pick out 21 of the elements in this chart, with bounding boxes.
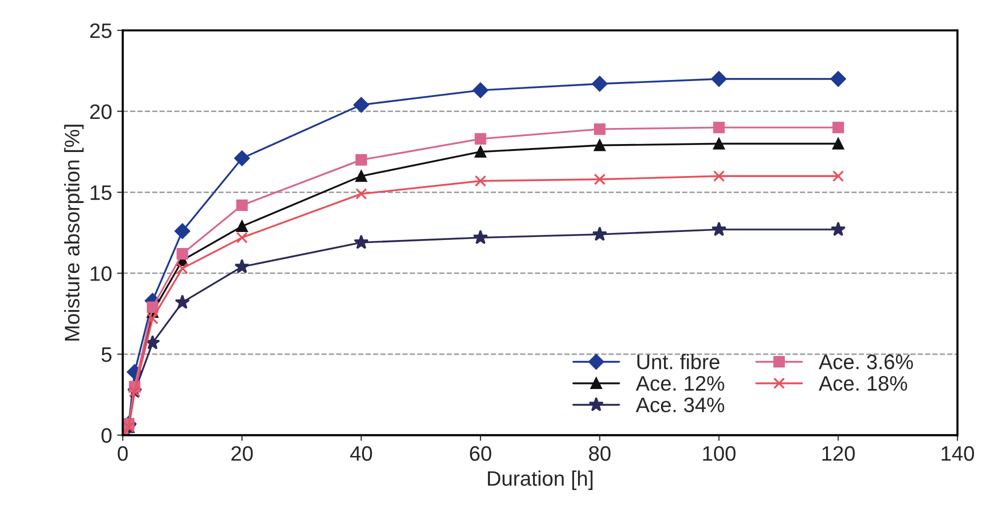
x-tick-label: 140 xyxy=(942,446,974,461)
x-tick-label: 80 xyxy=(589,446,610,461)
legend-label: Ace. 18% xyxy=(818,376,908,391)
y-tick-label: 10 xyxy=(90,266,112,281)
x-tick-label: 20 xyxy=(231,446,253,461)
y-axis-title: Moisture absorption [%] xyxy=(64,124,84,340)
x-tick-label: 40 xyxy=(350,446,372,461)
y-tick-label: 0 xyxy=(102,428,112,443)
legend-label: Unt. fibre xyxy=(637,354,720,370)
y-tick-label: 20 xyxy=(90,104,112,120)
x-tick-label: 60 xyxy=(470,446,492,461)
y-tick-label: 25 xyxy=(90,23,112,38)
x-tick-label: 120 xyxy=(822,446,855,461)
y-tick-label: 15 xyxy=(90,185,112,200)
x-tick-label: 100 xyxy=(703,446,736,461)
x-axis-title: Duration [h] xyxy=(488,470,592,490)
legend-label: Ace. 3.6% xyxy=(818,354,913,370)
legend-label: Ace. 12% xyxy=(636,376,724,391)
x-tick-label: 0 xyxy=(118,446,128,461)
y-tick-label: 5 xyxy=(102,347,112,362)
legend-label: Ace. 34% xyxy=(636,398,724,412)
